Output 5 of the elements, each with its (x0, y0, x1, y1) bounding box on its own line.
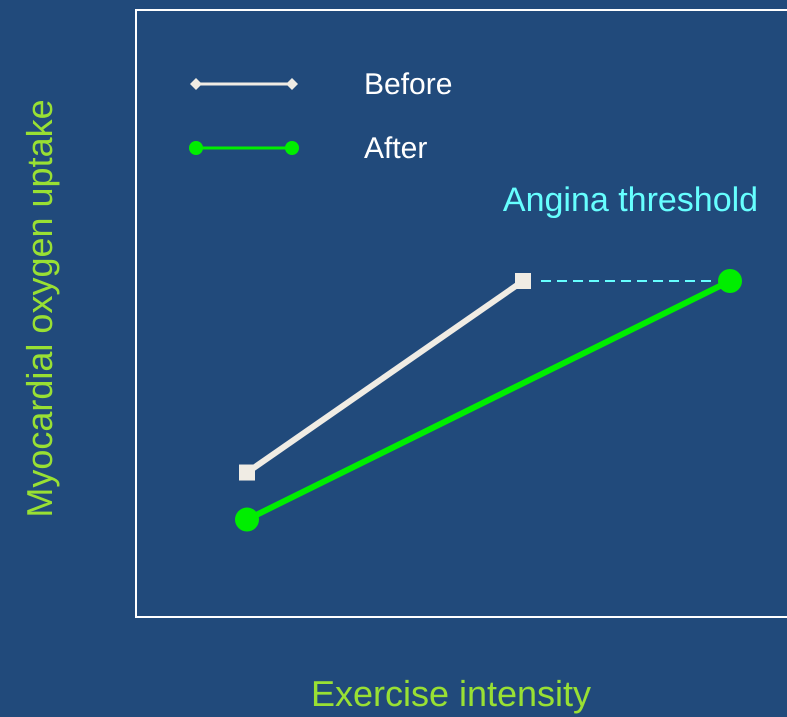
y-axis-title: Myocardial oxygen uptake (19, 99, 60, 518)
x-axis-title: Exercise intensity (310, 673, 592, 714)
legend-label: After (364, 132, 428, 165)
ref-line-label: Angina threshold (502, 181, 758, 219)
legend-label: Before (364, 68, 452, 101)
